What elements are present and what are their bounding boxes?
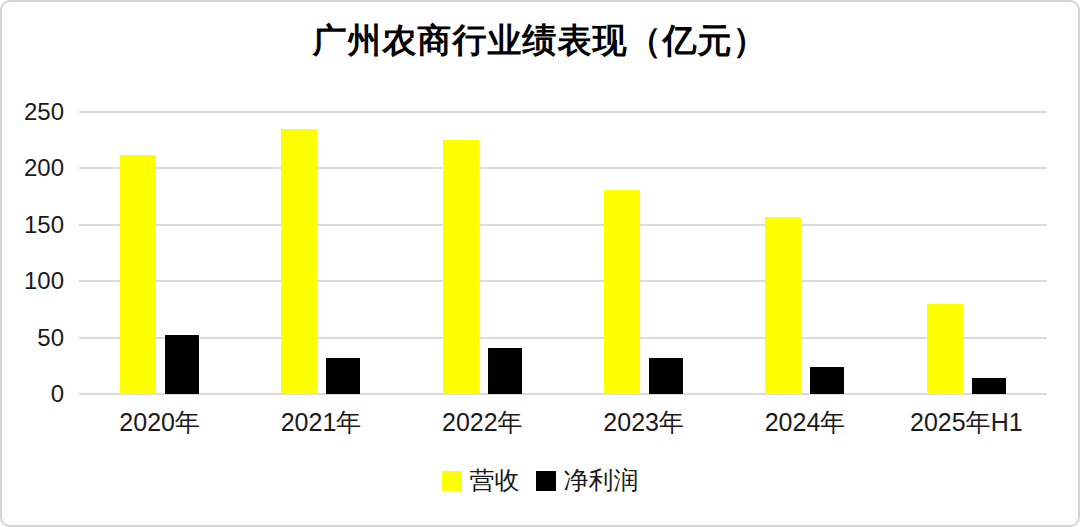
y-tick-label: 150 bbox=[10, 213, 64, 237]
chart-title: 广州农商行业绩表现（亿元） bbox=[2, 18, 1078, 64]
legend-swatch-net-profit bbox=[536, 471, 556, 491]
bar-group bbox=[886, 112, 1047, 394]
y-tick-label: 250 bbox=[10, 100, 64, 124]
legend-item-net-profit: 净利润 bbox=[536, 464, 639, 497]
chart-legend: 营收 净利润 bbox=[2, 464, 1078, 497]
y-tick-label: 50 bbox=[10, 326, 64, 350]
bar-revenue bbox=[120, 155, 156, 394]
y-tick-label: 100 bbox=[10, 269, 64, 293]
bar-group bbox=[240, 112, 401, 394]
y-tick-label: 200 bbox=[10, 156, 64, 180]
bar-revenue bbox=[604, 190, 640, 394]
legend-label: 营收 bbox=[470, 464, 520, 497]
y-axis-tick-labels: 050100150200250 bbox=[10, 112, 64, 394]
chart-card: 广州农商行业绩表现（亿元） 0 50 100 150 200 250 2020年2021年… bbox=[0, 0, 1080, 527]
bar-net-profit bbox=[972, 378, 1006, 394]
legend-swatch-revenue bbox=[442, 471, 462, 491]
x-tick-label: 2022年 bbox=[402, 406, 563, 438]
bar-group bbox=[724, 112, 885, 394]
x-tick-label: 2024年 bbox=[724, 406, 885, 438]
bar-group bbox=[402, 112, 563, 394]
x-tick-label: 2023年 bbox=[563, 406, 724, 438]
bar-net-profit bbox=[810, 367, 844, 394]
bar-net-profit bbox=[649, 358, 683, 394]
x-axis-tick-labels: 2020年2021年2022年2023年2024年2025年H1 bbox=[79, 406, 1047, 438]
x-tick-label: 2025年H1 bbox=[886, 406, 1047, 438]
bar-revenue bbox=[765, 217, 801, 394]
bar-net-profit bbox=[165, 335, 199, 394]
bar-net-profit bbox=[326, 358, 360, 394]
bar-revenue bbox=[927, 304, 963, 394]
plot-area bbox=[79, 112, 1047, 394]
bar-group bbox=[563, 112, 724, 394]
bar-revenue bbox=[443, 140, 479, 394]
bar-net-profit bbox=[488, 348, 522, 394]
bar-revenue bbox=[281, 129, 317, 394]
x-tick-label: 2021年 bbox=[240, 406, 401, 438]
legend-item-revenue: 营收 bbox=[442, 464, 520, 497]
x-tick-label: 2020年 bbox=[79, 406, 240, 438]
y-tick-label: 0 bbox=[10, 382, 64, 406]
bar-group bbox=[79, 112, 240, 394]
legend-label: 净利润 bbox=[564, 464, 639, 497]
